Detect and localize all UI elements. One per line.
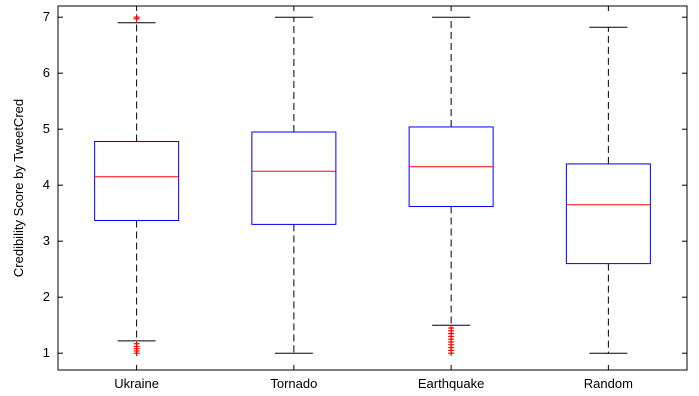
box-group-ukraine [94, 14, 180, 357]
y-tick-label: 5 [43, 121, 50, 136]
boxes [94, 14, 651, 357]
y-tick-label: 6 [43, 65, 50, 80]
outlier-marker [448, 350, 455, 357]
iqr-box [251, 131, 337, 225]
y-tick-label: 3 [43, 233, 50, 248]
y-tick-label: 1 [43, 345, 50, 360]
iqr-box [94, 141, 180, 221]
x-tick-label: Tornado [270, 376, 317, 391]
y-tick-label: 7 [43, 9, 50, 24]
x-axis-ticks: Ukraine Tornado Earthquake Random [114, 6, 633, 391]
outlier-marker [133, 350, 140, 357]
y-axis-label: Credibility Score by TweetCred [11, 99, 26, 277]
box-group-earthquake [408, 16, 494, 357]
outlier-marker [133, 15, 140, 22]
box-group-random [565, 26, 651, 354]
x-tick-label: Earthquake [418, 376, 485, 391]
box-group-tornado [251, 16, 337, 354]
y-axis-ticks: 1 2 3 4 5 6 7 [43, 9, 687, 360]
y-tick-label: 4 [43, 177, 50, 192]
x-tick-label: Random [584, 376, 633, 391]
plot-area [57, 5, 688, 371]
y-tick-label: 2 [43, 289, 50, 304]
x-tick-label: Ukraine [114, 376, 159, 391]
iqr-box [565, 163, 651, 265]
